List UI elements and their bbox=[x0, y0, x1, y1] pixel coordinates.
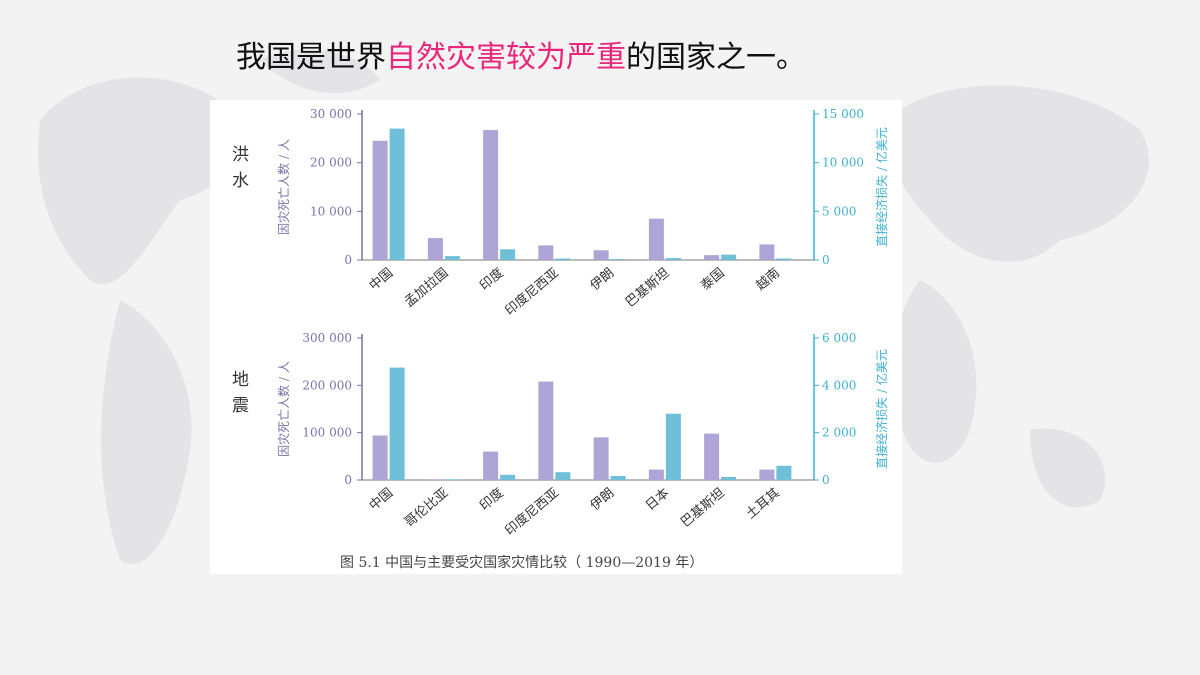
bar-deaths bbox=[483, 130, 499, 260]
category-label: 伊朗 bbox=[588, 486, 618, 514]
bar-deaths bbox=[759, 244, 775, 260]
category-label: 印度尼西亚 bbox=[502, 265, 562, 319]
bar-deaths bbox=[372, 435, 388, 480]
panel-label-char: 洪 bbox=[232, 145, 249, 165]
bar-deaths bbox=[704, 255, 720, 260]
category-label: 哥伦比亚 bbox=[402, 486, 451, 531]
category-label: 中国 bbox=[367, 486, 397, 514]
left-axis-title: 因灾死亡人数 / 人 bbox=[276, 139, 291, 235]
category-label: 中国 bbox=[367, 266, 397, 294]
right-axis-title: 直接经济损失 / 亿美元 bbox=[874, 127, 889, 247]
bar-deaths bbox=[427, 238, 443, 260]
right-tick-label: 2 000 bbox=[822, 426, 856, 440]
right-tick-label: 15 000 bbox=[822, 107, 864, 121]
panel-label-char: 震 bbox=[232, 396, 249, 416]
category-label: 印度尼西亚 bbox=[502, 485, 562, 539]
left-tick-label: 10 000 bbox=[310, 204, 352, 218]
disaster-charts: 洪水 0 10 000 20 000 30 000 0 5 000 10 000 15 000 因… bbox=[232, 107, 889, 539]
bar-losses bbox=[610, 259, 626, 260]
bar-losses bbox=[776, 258, 792, 260]
bar-deaths bbox=[483, 451, 499, 480]
bar-losses bbox=[555, 258, 571, 260]
bar-deaths bbox=[593, 437, 609, 480]
bar-deaths bbox=[372, 140, 388, 260]
right-tick-label: 6 000 bbox=[822, 331, 856, 345]
bar-deaths bbox=[538, 245, 554, 260]
category-label: 印度 bbox=[476, 265, 506, 294]
bar-deaths bbox=[593, 250, 609, 260]
bar-losses bbox=[610, 475, 626, 480]
bar-losses bbox=[444, 479, 460, 480]
bar-losses bbox=[721, 476, 737, 480]
figure-caption: 图 5.1 中国与主要受灾国家灾情比较（ 1990—2019 年） bbox=[340, 555, 704, 571]
left-tick-label: 20 000 bbox=[310, 156, 352, 170]
slide-title: 我国是世界自然灾害较为严重的国家之一。 bbox=[236, 36, 806, 80]
left-tick-label: 0 bbox=[344, 473, 352, 487]
bar-losses bbox=[500, 249, 516, 260]
bar-losses bbox=[555, 472, 571, 480]
bar-deaths bbox=[538, 381, 554, 480]
left-tick-label: 100 000 bbox=[302, 426, 352, 440]
bar-losses bbox=[444, 256, 460, 260]
left-axis-title: 因灾死亡人数 / 人 bbox=[276, 361, 291, 457]
category-label: 伊朗 bbox=[588, 266, 618, 294]
category-label: 泰国 bbox=[698, 266, 728, 294]
title-highlight: 自然灾害较为严重 bbox=[386, 40, 626, 75]
right-tick-label: 5 000 bbox=[822, 204, 856, 218]
category-label: 巴基斯坦 bbox=[623, 266, 672, 311]
bar-deaths bbox=[427, 479, 443, 480]
category-label: 日本 bbox=[643, 486, 673, 514]
category-label: 越南 bbox=[753, 265, 783, 294]
bar-losses bbox=[776, 465, 792, 480]
left-tick-label: 0 bbox=[344, 253, 352, 267]
bar-deaths bbox=[648, 218, 664, 260]
left-tick-label: 30 000 bbox=[310, 107, 352, 121]
right-tick-label: 10 000 bbox=[822, 156, 864, 170]
bar-losses bbox=[389, 128, 405, 260]
category-label: 土耳其 bbox=[743, 486, 783, 523]
category-label: 孟加拉国 bbox=[402, 266, 451, 311]
category-label: 巴基斯坦 bbox=[678, 486, 727, 531]
right-tick-label: 0 bbox=[822, 253, 830, 267]
panel-label-char: 地 bbox=[232, 370, 249, 390]
left-tick-label: 200 000 bbox=[302, 378, 352, 392]
bar-deaths bbox=[648, 469, 664, 480]
bar-deaths bbox=[759, 469, 775, 480]
bar-losses bbox=[665, 413, 681, 480]
bar-deaths bbox=[704, 433, 720, 480]
bar-losses bbox=[721, 254, 737, 260]
panel-label-char: 水 bbox=[232, 171, 249, 191]
right-axis-title: 直接经济损失 / 亿美元 bbox=[874, 349, 889, 469]
right-tick-label: 0 bbox=[822, 473, 830, 487]
bar-losses bbox=[389, 367, 405, 480]
left-tick-label: 300 000 bbox=[302, 331, 352, 345]
bar-losses bbox=[500, 474, 516, 480]
title-text-after: 的国家之一。 bbox=[626, 40, 806, 75]
category-label: 印度 bbox=[476, 485, 506, 514]
title-text-before: 我国是世界 bbox=[236, 40, 386, 75]
right-tick-label: 4 000 bbox=[822, 378, 856, 392]
bar-losses bbox=[665, 258, 681, 260]
disaster-comparison-figure: 洪水 0 10 000 20 000 30 000 0 5 000 10 000 15 000 因… bbox=[210, 100, 902, 574]
